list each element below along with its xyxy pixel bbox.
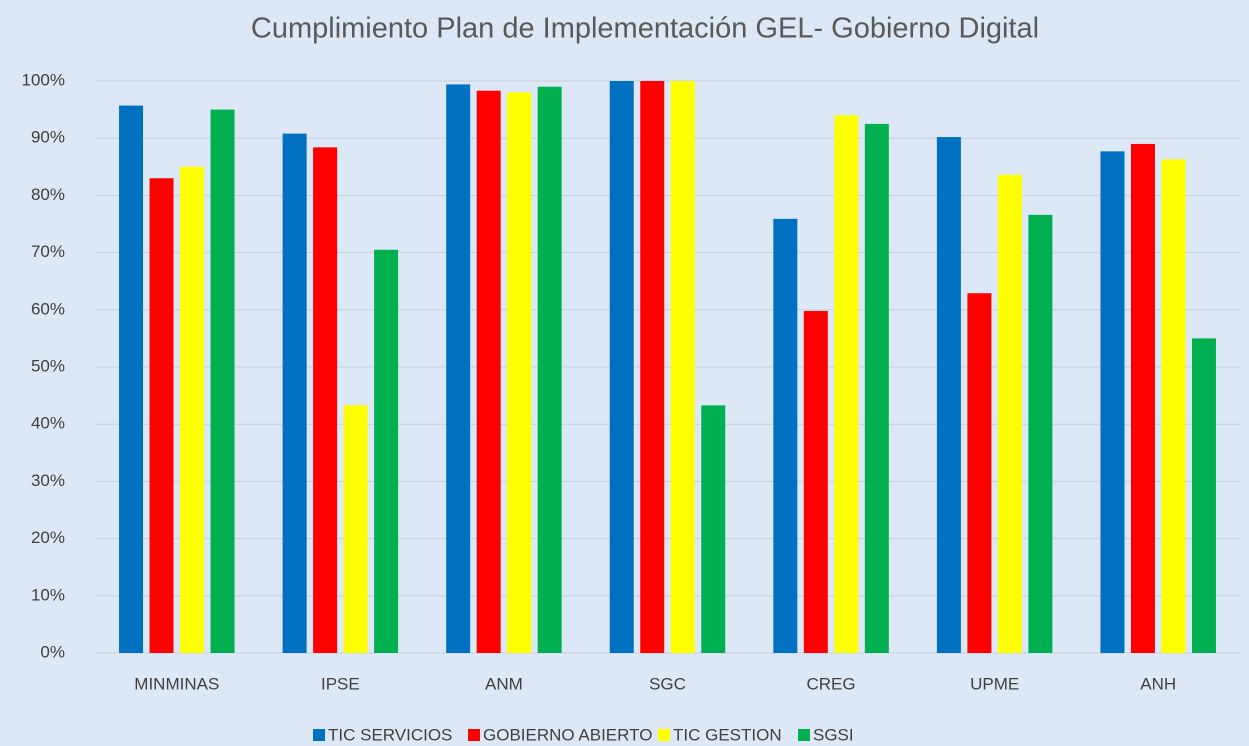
bar bbox=[282, 133, 307, 653]
legend-swatch bbox=[468, 729, 480, 741]
legend-swatch bbox=[658, 729, 670, 741]
bar bbox=[313, 147, 338, 654]
legend-swatch bbox=[798, 729, 810, 741]
legend-label: GOBIERNO ABIERTO bbox=[483, 725, 652, 744]
y-tick-label: 90% bbox=[31, 128, 65, 147]
bar bbox=[936, 137, 961, 653]
y-tick-label: 40% bbox=[31, 414, 65, 433]
x-tick-label: IPSE bbox=[321, 674, 360, 693]
bar bbox=[119, 105, 144, 653]
y-tick-label: 80% bbox=[31, 185, 65, 204]
x-tick-label: SGC bbox=[649, 674, 686, 693]
bar bbox=[1028, 214, 1053, 653]
x-tick-label: CREG bbox=[807, 674, 856, 693]
bar bbox=[476, 90, 501, 653]
bar bbox=[210, 109, 235, 654]
y-tick-label: 50% bbox=[31, 356, 65, 375]
bar bbox=[1191, 338, 1216, 653]
y-tick-label: 10% bbox=[31, 585, 65, 604]
bar bbox=[670, 81, 695, 653]
legend-label: TIC GESTION bbox=[673, 725, 782, 744]
x-tick-label: ANH bbox=[1140, 674, 1176, 693]
x-tick-label: UPME bbox=[970, 674, 1019, 693]
bar bbox=[374, 249, 399, 654]
bar bbox=[446, 84, 471, 653]
bar bbox=[967, 293, 992, 653]
bar bbox=[864, 123, 889, 653]
bar bbox=[997, 174, 1022, 654]
y-tick-label: 60% bbox=[31, 299, 65, 318]
legend-label: TIC SERVICIOS bbox=[328, 725, 452, 744]
legend-label: SGSI bbox=[813, 725, 854, 744]
y-tick-label: 0% bbox=[40, 642, 65, 661]
x-tick-label: MINMINAS bbox=[134, 674, 219, 693]
bar bbox=[180, 166, 205, 654]
bar bbox=[640, 81, 665, 653]
x-tick-label: ANM bbox=[485, 674, 523, 693]
bar bbox=[343, 405, 368, 653]
bar bbox=[1161, 159, 1186, 653]
bar bbox=[773, 218, 798, 654]
y-tick-label: 70% bbox=[31, 242, 65, 261]
y-tick-label: 100% bbox=[22, 70, 65, 89]
bar bbox=[1100, 151, 1125, 653]
bar bbox=[701, 405, 726, 653]
chart-title: Cumplimiento Plan de Implementación GEL-… bbox=[251, 13, 1039, 45]
bar bbox=[803, 310, 828, 653]
y-tick-label: 20% bbox=[31, 528, 65, 547]
bar bbox=[1130, 143, 1155, 654]
bar bbox=[537, 86, 562, 654]
bar bbox=[149, 178, 174, 654]
legend-swatch bbox=[313, 729, 325, 741]
bar bbox=[834, 115, 859, 653]
bar bbox=[609, 81, 634, 653]
y-tick-label: 30% bbox=[31, 471, 65, 490]
bar bbox=[507, 92, 532, 653]
